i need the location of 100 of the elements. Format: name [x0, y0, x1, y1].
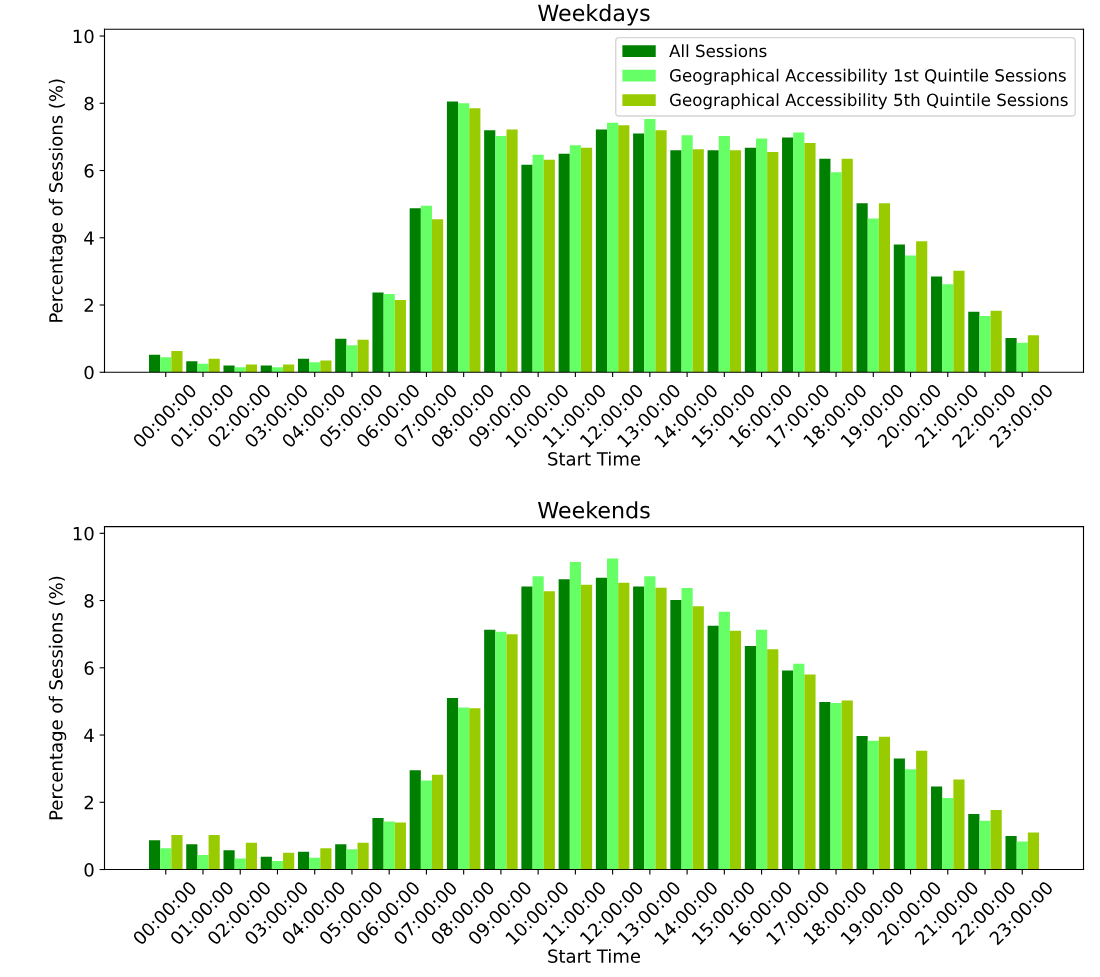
bar: [335, 338, 347, 373]
bar: [830, 172, 842, 373]
y-tick-label: 0: [84, 365, 94, 380]
bar: [245, 364, 257, 373]
y-tick-label: 4: [84, 231, 94, 245]
bar: [856, 736, 868, 870]
bar: [372, 818, 384, 870]
bar: [271, 861, 284, 870]
bar: [271, 367, 284, 373]
bar: [729, 150, 742, 373]
bar: [942, 797, 954, 870]
bar: [558, 153, 570, 373]
y-axis-title: Percentage of Sessions (%): [48, 79, 67, 322]
bar: [346, 849, 358, 870]
bar: [543, 591, 555, 870]
bar: [841, 700, 853, 870]
bar: [446, 698, 459, 870]
bar: [655, 130, 667, 373]
bar: [618, 582, 630, 870]
chart-title: Weekdays: [538, 4, 650, 26]
bar: [878, 203, 891, 373]
bar: [953, 270, 965, 373]
bar: [297, 358, 310, 373]
legend-label: All Sessions: [669, 44, 767, 58]
bar: [186, 361, 198, 373]
bar: [681, 135, 693, 373]
legend-label: Geographical Accessibility 5th Quintile Sessions: [670, 93, 1068, 110]
bar: [782, 670, 794, 870]
bar: [383, 821, 395, 870]
y-tick-label: 8: [84, 96, 94, 111]
bar: [878, 736, 891, 870]
bar: [569, 145, 581, 373]
bar: [893, 244, 905, 373]
bar: [856, 203, 868, 373]
bar: [718, 135, 730, 373]
bar: [160, 357, 172, 373]
bar: [160, 848, 172, 870]
bar: [283, 852, 295, 870]
bar: [409, 208, 421, 373]
bar: [245, 842, 257, 870]
bar: [804, 674, 816, 870]
bar: [644, 576, 656, 870]
bar: [197, 363, 209, 373]
bar: [707, 625, 719, 870]
y-axis-title: Percentage of Sessions (%): [48, 576, 67, 820]
bar: [782, 137, 794, 373]
y-tick-label: 0: [84, 862, 94, 877]
bar: [208, 834, 220, 870]
bar: [357, 339, 369, 373]
bar: [990, 310, 1002, 373]
bar: [953, 779, 965, 870]
bar: [830, 703, 842, 870]
bar: [1027, 335, 1039, 373]
y-tick-label: 10: [73, 29, 94, 44]
bar: [633, 586, 645, 870]
bar: [718, 611, 730, 870]
bar: [692, 149, 704, 373]
bar: [394, 299, 406, 373]
bar: [893, 758, 905, 870]
bar: [283, 364, 295, 373]
y-tick-label: 6: [84, 163, 94, 178]
bar: [793, 132, 805, 373]
bar: [543, 159, 555, 373]
bar: [420, 780, 433, 870]
bar: [968, 311, 980, 373]
bar: [357, 842, 369, 870]
bar: [495, 135, 507, 373]
bar: [1016, 342, 1028, 373]
bar: [1016, 841, 1028, 870]
bar: [506, 129, 518, 373]
bar: [681, 588, 693, 870]
bar: [692, 606, 704, 870]
bar: [521, 586, 533, 870]
bar: [595, 577, 608, 870]
bar: [458, 103, 470, 373]
bar: [495, 631, 507, 870]
bar: [793, 663, 805, 870]
bar: [841, 158, 853, 373]
bar: [372, 292, 384, 373]
bar: [931, 786, 943, 870]
bar: [670, 150, 682, 373]
bar: [469, 108, 481, 373]
bar: [644, 119, 656, 373]
bar: [979, 316, 991, 373]
bar: [744, 645, 756, 870]
bar: [942, 284, 954, 373]
bar: [383, 293, 395, 373]
bar: [979, 820, 991, 870]
y-tick-label: 8: [84, 594, 94, 608]
bar: [670, 599, 682, 870]
bar: [149, 840, 161, 870]
bar: [569, 561, 581, 870]
bar: [607, 122, 619, 373]
bar: [819, 702, 831, 870]
chart-title: Weekends: [537, 501, 650, 519]
bar: [208, 358, 220, 373]
y-tick-label: 4: [84, 728, 94, 742]
bar: [409, 770, 421, 870]
bar: [916, 241, 928, 373]
y-tick-label: 10: [73, 526, 94, 541]
